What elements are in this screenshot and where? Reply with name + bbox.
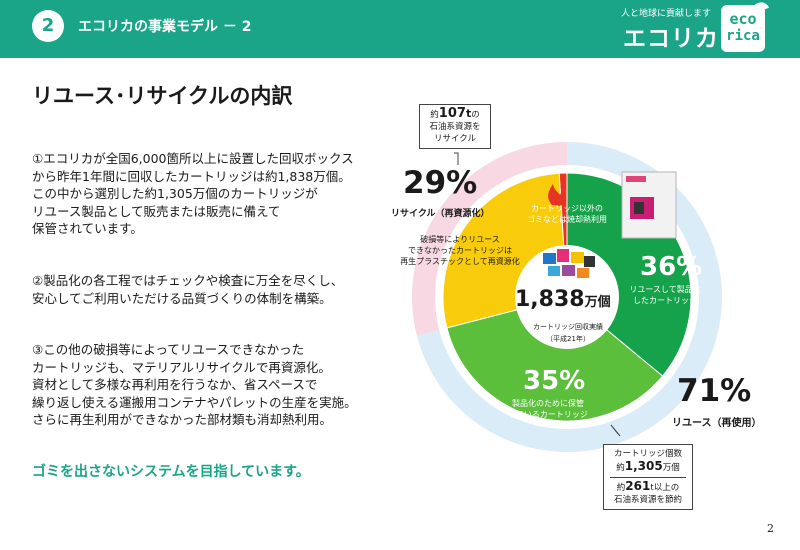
caption-line: リユースして製品化: [629, 285, 701, 294]
paragraph-line: から昨年1年間に回収したカートリッジは約1,838万個。: [32, 168, 351, 184]
caption-line: ゴミなどは焼却熱利用: [527, 215, 607, 224]
paragraph-line: ②製品化の各工程ではチェックや検査に万全を尽くし、: [32, 273, 344, 288]
caption-line: カートリッジ以外の: [531, 204, 603, 213]
callout-prefix: 約: [430, 110, 439, 120]
paragraph-line: ①エコリカが全国6,000箇所以上に設置した回収ボックス: [32, 151, 354, 166]
reused-caption: リユースして製品化 したカートリッジ: [620, 284, 710, 306]
section-number-badge: 2: [32, 10, 64, 42]
label-reuse: リユース（再使用）: [672, 418, 762, 429]
pct-reused: 36%: [640, 252, 702, 282]
paragraph-line: この中から選別した約1,305万個のカートリッジが: [32, 186, 318, 201]
caption-line: できなかったカートリッジは: [408, 246, 512, 255]
stored-caption: 製品化のために保管 しているカートリッジ: [503, 398, 593, 420]
callout-unit: 万個: [662, 463, 680, 473]
pct-reuse: 71%: [677, 373, 751, 409]
caption-line: 再生プラスチックとして再資源化: [400, 257, 520, 266]
logo-text-eco: eco: [729, 10, 757, 28]
brand-tagline: 人と地球に貢献します: [621, 9, 712, 19]
paragraph-line: 保管されています。: [32, 221, 143, 236]
flame-icon: [548, 184, 566, 206]
paragraph-3: ③この他の破損等によってリユースできなかった カートリッジも、マテリアルリサイク…: [32, 341, 382, 429]
outer-ring: [411, 142, 722, 452]
callout-amount: 107: [438, 106, 466, 121]
callout-unit: t: [465, 107, 472, 120]
callout-bottom-pointer: [610, 424, 621, 437]
center-hole: [515, 245, 619, 349]
caption-line: 破損等によりリユース: [420, 235, 500, 244]
paragraph-1: ①エコリカが全国6,000箇所以上に設置した回収ボックス から昨年1年間に回収し…: [32, 150, 382, 238]
pct-recycle-value: 29%: [403, 165, 478, 201]
caption-line: 製品化のために保管: [512, 399, 584, 408]
pct-recycle: 29%: [403, 165, 477, 201]
pct-stored-value: 35%: [523, 366, 586, 396]
paragraph-line: 安心してご利用いただける品質づくりの体制を構築。: [32, 290, 332, 306]
cartridges-image: [543, 249, 595, 278]
center-total: 1,838万個: [515, 287, 611, 312]
callout-suffix: の: [471, 110, 480, 120]
red-segment-caption: カートリッジ以外の ゴミなどは焼却熱利用: [522, 203, 612, 225]
paragraph-line: さらに再生利用ができなかった部材類も消却熱利用。: [32, 412, 333, 427]
callout-prefix: 約: [616, 463, 625, 473]
page-title: リユース･リサイクルの内訳: [32, 84, 293, 108]
callout-unit: t: [650, 483, 654, 493]
section-title: エコリカの事業モデル － 2: [78, 19, 252, 35]
callout-line: 石油系資源を: [429, 122, 481, 132]
product-package-image: [621, 171, 677, 239]
callout-oil-saved: カートリッジ個数 約1,305万個 約261t以上の 石油系資源を節約: [603, 444, 693, 510]
callout-oil-recycled: 約107tの 石油系資源を リサイクル: [419, 104, 491, 149]
callout-line: 約261t以上の: [604, 480, 692, 494]
callout-amount: 1,305: [624, 459, 663, 473]
header-bar: 2 エコリカの事業モデル － 2 人と地球に貢献します エコリカ eco ric…: [0, 0, 800, 58]
label-recycle: リサイクル（再資源化）: [391, 209, 490, 219]
callout-line: 石油系資源を節約: [613, 495, 682, 505]
brand-name: エコリカ: [623, 26, 719, 52]
callout-prefix: 約: [616, 483, 626, 493]
outer-ring-recycle-segment: [411, 142, 567, 336]
center-sub: （平成21年）: [546, 335, 590, 343]
callout-amount: 261: [625, 479, 651, 493]
slogan: ゴミを出さないシステムを目指しています。: [32, 464, 310, 480]
callout-suffix: 以上の: [653, 483, 680, 493]
center-caption: カートリッジ回収実績: [533, 323, 603, 331]
caption-line: したカートリッジ: [633, 296, 697, 305]
caption-line: しているカートリッジ: [508, 410, 588, 419]
center-total-unit: 万個: [584, 295, 611, 310]
paragraph-line: カートリッジも、マテリアルリサイクルで再資源化。: [32, 359, 331, 375]
page-number: 2: [767, 522, 774, 535]
paragraph-line: 繰り返し使える運搬用コンテナやパレットの生産を実施。: [32, 394, 357, 410]
ecorica-logo: eco rica: [721, 0, 770, 52]
callout-line: カートリッジ個数: [613, 449, 682, 459]
callout-top-pointer: [454, 152, 459, 165]
callout-divider: [610, 477, 686, 478]
yellow-segment-caption: 破損等によりリユース できなかったカートリッジは 再生プラスチックとして再資源化: [396, 234, 524, 267]
pct-reused-value: 36%: [640, 252, 703, 282]
callout-line: 約1,305万個: [604, 460, 692, 474]
logo-text-rica: rica: [726, 28, 760, 44]
callout-line: 約107tの: [420, 106, 490, 121]
pct-stored: 35%: [523, 366, 585, 396]
paragraph-line: ③この他の破損等によってリユースできなかった: [32, 342, 305, 357]
center-total-value: 1,838: [515, 287, 585, 312]
pct-reuse-value: 71%: [677, 373, 752, 409]
paragraph-line: リユース製品として販売または販売に備えて: [32, 203, 281, 219]
callout-line: リサイクル: [433, 134, 477, 144]
paragraph-2: ②製品化の各工程ではチェックや検査に万全を尽くし、 安心してご利用いただける品質…: [32, 272, 382, 307]
paragraph-line: 資材として多様な再利用を行うなか、省スペースで: [32, 377, 318, 392]
